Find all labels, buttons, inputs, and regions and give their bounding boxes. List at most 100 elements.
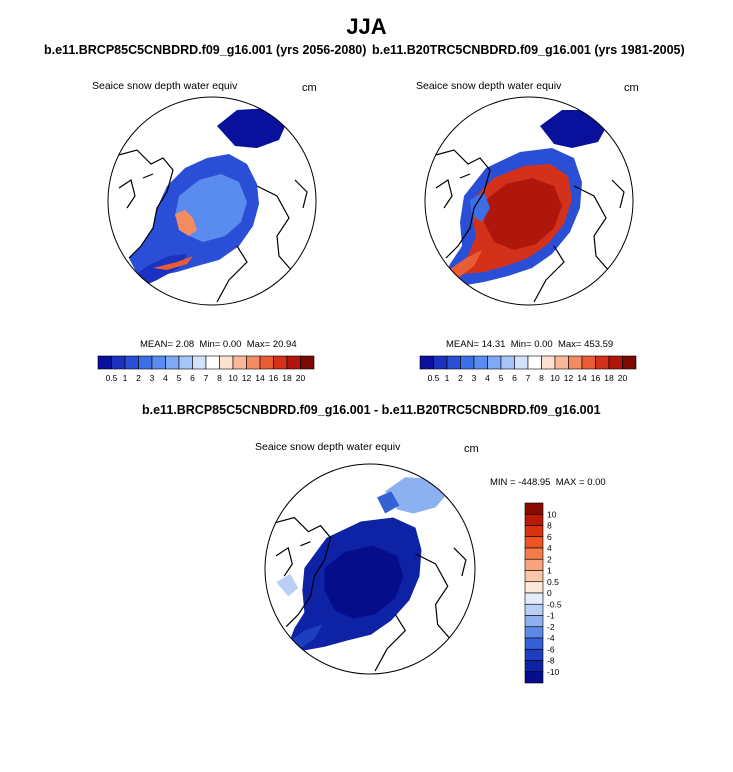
panel-3-diff-core <box>324 545 404 619</box>
panel-3-min-label: MIN = <box>490 477 516 488</box>
panel-3-colorbar-tick-label: 0 <box>547 588 552 598</box>
panel-2-mean-label: MEAN= <box>446 339 479 350</box>
panel-1-colorbar-tick-label: 8 <box>217 373 222 383</box>
panel-2-colorbar-tick-label: 16 <box>591 373 601 383</box>
panel-1-max-value: 20.94 <box>272 339 297 350</box>
panel-1-colorbar-swatch <box>178 355 193 370</box>
panel-3-colorbar-tick-label: 0.5 <box>547 577 559 587</box>
panel-3-colorbar-tick-label: 4 <box>547 543 552 553</box>
panel-1-case-title: b.e11.BRCP85C5CNBDRD.f09_g16.001 (yrs 20… <box>44 43 367 57</box>
panel-2-colorbar-swatch <box>554 355 569 370</box>
panel-3-colorbar-tick-label: 2 <box>547 554 552 564</box>
panel-2-min-label: Min= <box>510 339 532 350</box>
panel-1-colorbar-swatch <box>111 355 126 370</box>
panel-3-colorbar-tick-label: -1 <box>547 611 555 621</box>
panel-2-colorbar-swatch <box>473 355 488 370</box>
panel-1-colorbar-tick-label: 20 <box>296 373 306 383</box>
panel-2-variable: Seaice snow depth water equiv <box>416 80 562 92</box>
panel-2-colorbar-swatch <box>433 355 448 370</box>
panel-3-colorbar-tick-label: -8 <box>547 656 555 666</box>
panel-2-colorbar-tick-label: 1 <box>445 373 450 383</box>
panel-1-colorbar-swatch <box>273 355 288 370</box>
panel-2-colorbar-swatch <box>581 355 596 370</box>
panel-2-max-label: Max= <box>557 339 582 350</box>
panel-1-max-label: Max= <box>246 339 271 350</box>
panel-1-colorbar-swatch <box>286 355 301 370</box>
panel-2-ice-arm <box>446 250 482 278</box>
panel-3-colorbar-swatch <box>524 637 544 650</box>
panel-3-colorbar-swatch <box>524 581 544 594</box>
panel-2-colorbar-swatch <box>622 355 637 370</box>
panel-3-coastline <box>271 516 467 672</box>
panel-2-colorbar-tick-label: 12 <box>564 373 574 383</box>
panel-1-colorbar-tick-label: 18 <box>282 373 292 383</box>
panel-1-colorbar-swatch <box>97 355 112 370</box>
panel-2-colorbar-tick-label: 5 <box>499 373 504 383</box>
panel-1-colorbar-swatch <box>192 355 207 370</box>
panel-1-warm-strip <box>153 256 193 270</box>
panel-2-colorbar-swatch <box>487 355 502 370</box>
panel-1-colorbar-swatch <box>165 355 180 370</box>
panel-1-colorbar-swatch <box>300 355 315 370</box>
panel-3-colorbar-swatch <box>524 615 544 628</box>
panel-1-colorbar-tick-label: 12 <box>242 373 252 383</box>
panel-1-atlantic-ice <box>217 108 287 148</box>
panel-3-diff-shelf <box>276 574 299 597</box>
panel-3-diff-atlantic <box>385 477 448 514</box>
panel-3-colorbar-tick-label: -0.5 <box>547 599 562 609</box>
panel-2-polar-map <box>424 96 634 306</box>
panel-2-min-value: 0.00 <box>534 339 553 350</box>
panel-2-colorbar-tick-label: 20 <box>618 373 628 383</box>
panel-3-colorbar-tick-label: 8 <box>547 521 552 531</box>
panel-2-colorbar-tick-label: 2 <box>458 373 463 383</box>
panel-3-colorbar-swatch <box>524 525 544 538</box>
panel-2-case-title: b.e11.B20TRC5CNBDRD.f09_g16.001 (yrs 198… <box>372 43 685 57</box>
panel-3-colorbar-tick-label: -10 <box>547 667 560 677</box>
panel-1-colorbar-swatch <box>232 355 247 370</box>
panel-1-mean-label: MEAN= <box>140 339 173 350</box>
panel-2-coastline <box>431 149 625 303</box>
panel-3-case-title: b.e11.BRCP85C5CNBDRD.f09_g16.001 - b.e11… <box>142 403 601 417</box>
panel-3-colorbar-swatch <box>524 660 544 673</box>
panel-2-colorbar-swatch <box>608 355 623 370</box>
panel-1-colorbar-tick-label: 0.5 <box>106 373 118 383</box>
panel-2-atlantic-ice <box>540 110 608 148</box>
panel-2-colorbar-tick-label: 8 <box>539 373 544 383</box>
panel-3-min-value: -448.95 <box>518 477 551 488</box>
panel-2-max-value: 453.59 <box>584 339 614 350</box>
panel-1-colorbar-tick-label: 7 <box>204 373 209 383</box>
panel-1-colorbar-tick-label: 2 <box>136 373 141 383</box>
panel-3-stats: MIN = -448.95 MAX = 0.00 <box>490 477 606 488</box>
panel-1-colorbar-tick-label: 14 <box>255 373 265 383</box>
panel-1-colorbar-tick-label: 4 <box>163 373 168 383</box>
panel-2-colorbar-swatch <box>514 355 529 370</box>
panel-1-units: cm <box>302 82 317 94</box>
panel-3-polar-map <box>264 463 476 675</box>
panel-2-colorbar-swatch <box>527 355 542 370</box>
panel-2-colorbar-swatch <box>541 355 556 370</box>
panel-2-stats: MEAN= 14.31 Min= 0.00 Max= 453.59 <box>446 339 613 350</box>
panel-1-mean-value: 2.08 <box>175 339 195 350</box>
panel-1-colorbar-tick-label: 5 <box>177 373 182 383</box>
panel-2-colorbar-swatch <box>446 355 461 370</box>
panel-1-colorbar-tick-label: 1 <box>123 373 128 383</box>
panel-3-colorbar-swatch <box>524 547 544 560</box>
panel-1-colorbar-swatch <box>138 355 153 370</box>
panel-2-ice-core <box>484 178 562 250</box>
panel-2-colorbar-tick-label: 3 <box>472 373 477 383</box>
panel-3-colorbar-swatch <box>524 513 544 526</box>
panel-3-colorbar-tick-label: 6 <box>547 532 552 542</box>
panel-2-colorbar-tick-label: 4 <box>485 373 490 383</box>
panel-3-diff-atlantic-dark <box>377 491 400 514</box>
panel-3-colorbar-swatch <box>524 671 544 684</box>
panel-1-colorbar-swatch <box>205 355 220 370</box>
panel-1-min-value: 0.00 <box>222 339 242 350</box>
panel-3-colorbar-swatch <box>524 558 544 571</box>
panel-2-colorbar-tick-label: 14 <box>577 373 587 383</box>
panel-1-colorbar-tick-label: 16 <box>269 373 279 383</box>
panel-3-colorbar-swatch <box>524 536 544 549</box>
panel-2-colorbar-swatch <box>460 355 475 370</box>
panel-1-colorbar-tick-label: 3 <box>150 373 155 383</box>
panel-3-colorbar-swatch <box>524 648 544 661</box>
